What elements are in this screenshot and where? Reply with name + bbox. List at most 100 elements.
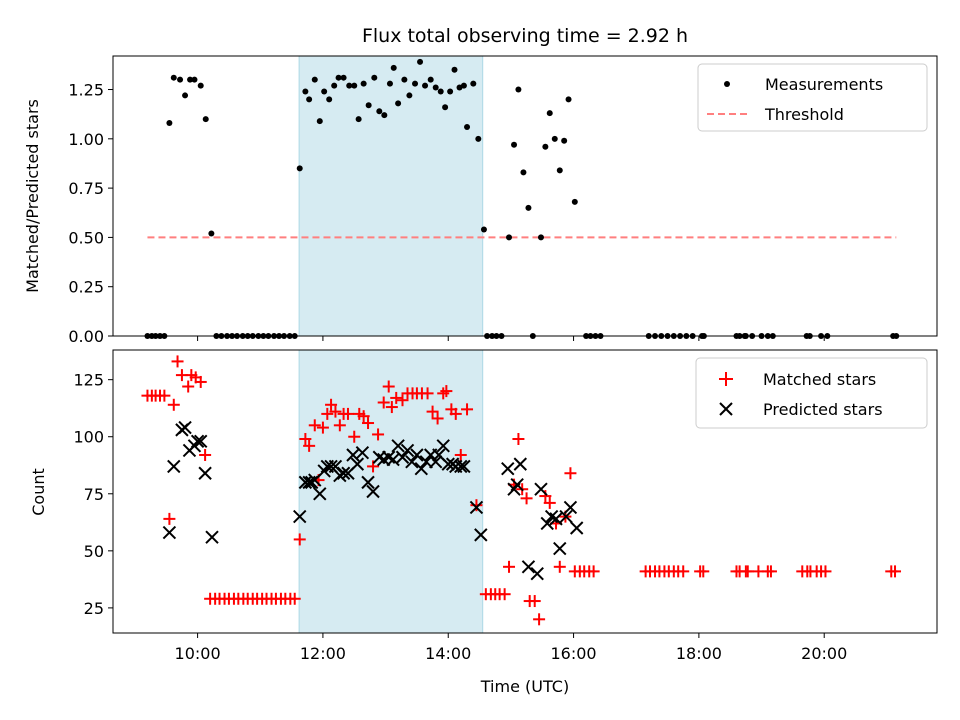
matched-star-point — [454, 448, 467, 461]
matched-star-point — [440, 385, 453, 398]
matched-star-point — [889, 565, 902, 578]
matched-star-point — [543, 496, 556, 509]
x-tick-label: 14:00 — [425, 644, 471, 663]
matched-star-point — [182, 380, 195, 393]
matched-star-point — [308, 419, 321, 432]
matched-star-point — [163, 512, 176, 525]
measurements-legend-label: Measurements — [765, 75, 883, 94]
predicted-legend-marker — [719, 402, 733, 416]
measurement-point — [371, 74, 378, 81]
count-y-tick-label: 100 — [73, 428, 104, 447]
measurement-point — [321, 88, 328, 95]
matched-star-point — [498, 588, 511, 601]
matched-star-point — [288, 592, 301, 605]
measurement-point — [422, 82, 429, 89]
matched-star-point — [741, 565, 754, 578]
measurement-point — [475, 135, 482, 142]
measurement-point — [326, 96, 333, 103]
matched-star-point — [533, 613, 546, 626]
ratio-panel: 0.00 0.25 0.50 0.75 1.00 1.25 Flux total obse… — [23, 25, 938, 346]
measurement-point — [525, 204, 532, 211]
measurement-point — [480, 226, 487, 233]
predicted-star-point — [534, 482, 548, 496]
x-tick-label: 18:00 — [676, 644, 722, 663]
matched-star-point — [321, 407, 334, 420]
measurement-point — [187, 76, 194, 83]
measurement-point — [395, 100, 402, 107]
matched-legend-label: Matched stars — [763, 370, 876, 389]
matched-star-point — [449, 407, 462, 420]
matched-star-point — [293, 533, 306, 546]
matched-star-point — [167, 398, 180, 411]
matched-star-point — [385, 401, 398, 414]
matched-star-point — [528, 595, 541, 608]
count-y-tick-label: 25 — [84, 599, 104, 618]
predicted-star-point — [457, 459, 471, 474]
ratio-y-tick-label: 0.75 — [68, 179, 104, 198]
matched-star-point — [396, 394, 409, 407]
ratio-y-tick-label: 0.00 — [68, 327, 104, 346]
predicted-star-point — [405, 455, 419, 469]
measurement-point — [427, 76, 434, 83]
matched-star-point — [677, 565, 690, 578]
matched-star-point — [372, 428, 385, 441]
predicted-star-point — [194, 434, 208, 448]
measurement-point — [166, 120, 173, 127]
ratio-y-tick-label: 1.00 — [68, 130, 104, 149]
measurement-point — [417, 58, 424, 65]
ratio-y-axis-label: Matched/Predicted stars — [23, 99, 42, 293]
measurement-point — [447, 88, 454, 95]
predicted-star-point — [530, 566, 544, 581]
matched-star-point — [421, 387, 434, 400]
predicted-star-point — [190, 434, 205, 448]
matched-star-point — [377, 396, 390, 409]
predicted-star-point — [441, 457, 455, 471]
predicted-star-point — [553, 541, 567, 556]
x-axis-label: Time (UTC) — [480, 677, 569, 696]
count-shaded-region — [298, 349, 484, 634]
matched-legend-marker — [719, 372, 733, 386]
measurement-point — [331, 82, 338, 89]
count-y-ticks: 25 50 75 100 125 — [73, 371, 113, 618]
measurement-point — [556, 167, 563, 174]
matched-star-point — [325, 398, 338, 411]
count-marks — [141, 355, 902, 626]
predicted-star-point — [313, 487, 327, 501]
ratio-legend: Measurements Threshold — [697, 63, 928, 132]
predicted-star-point — [391, 439, 405, 453]
measurement-point — [177, 76, 184, 83]
matched-star-point — [171, 355, 184, 368]
count-legend: Matched stars Predicted stars — [695, 357, 928, 429]
ratio-y-tick-label: 0.50 — [68, 228, 104, 247]
matched-star-point — [520, 492, 533, 505]
measurement-point — [561, 137, 568, 144]
threshold-legend-label: Threshold — [764, 105, 844, 124]
predicted-star-point — [167, 459, 181, 474]
predicted-star-point — [501, 461, 515, 476]
matched-star-point — [819, 565, 832, 578]
predicted-star-point — [569, 521, 584, 535]
ratio-legend-box — [697, 63, 928, 132]
x-tick-label: 10:00 — [175, 644, 221, 663]
matched-star-point — [587, 565, 600, 578]
ratio-shaded-region — [298, 55, 484, 337]
ratio-plot-frame — [112, 55, 938, 337]
measurement-point — [197, 82, 204, 89]
matched-star-point — [333, 419, 346, 432]
count-y-tick-label: 50 — [84, 542, 104, 561]
predicted-legend-label: Predicted stars — [763, 400, 883, 419]
measurement-point — [542, 143, 549, 150]
matched-star-point — [461, 403, 474, 416]
measurement-point — [546, 110, 553, 117]
measurement-point — [412, 80, 419, 87]
predicted-star-point — [162, 525, 177, 540]
count-panel: 25 50 75 100 125 10:00 12:00 14:00 16:00 18:00 20… — [29, 349, 938, 696]
measurement-point — [386, 80, 393, 87]
x-tick-label: 12:00 — [300, 644, 346, 663]
measurement-point — [340, 74, 347, 81]
measurement-point — [390, 64, 397, 71]
matched-star-point — [382, 380, 395, 393]
predicted-star-point — [469, 500, 484, 515]
predicted-star-point — [410, 448, 424, 462]
measurement-point — [565, 96, 572, 103]
